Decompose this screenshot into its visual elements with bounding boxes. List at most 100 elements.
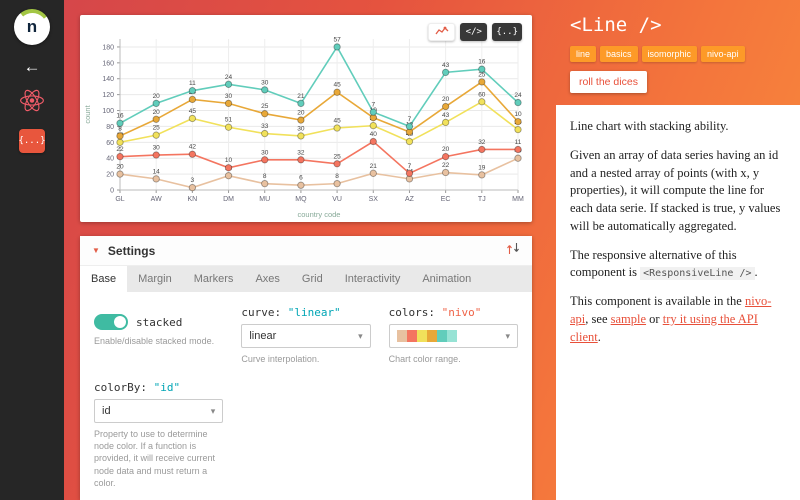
tag-nivo-api[interactable]: nivo-api bbox=[701, 46, 745, 62]
tab-margin[interactable]: Margin bbox=[138, 273, 172, 285]
svg-text:MQ: MQ bbox=[295, 196, 307, 203]
data-view-button[interactable]: {..} bbox=[492, 23, 522, 41]
sidebar: n ← {...} bbox=[0, 0, 64, 500]
stacked-toggle[interactable]: stacked bbox=[94, 314, 223, 330]
control-stacked: stacked Enable/disable stacked mode. bbox=[94, 306, 223, 365]
svg-text:3: 3 bbox=[191, 177, 195, 184]
svg-text:45: 45 bbox=[333, 118, 341, 125]
svg-text:20: 20 bbox=[442, 96, 450, 103]
svg-text:MM: MM bbox=[512, 196, 524, 203]
tab-animation[interactable]: Animation bbox=[422, 273, 472, 285]
svg-text:DM: DM bbox=[223, 196, 234, 203]
svg-text:140: 140 bbox=[102, 76, 114, 83]
svg-text:AZ: AZ bbox=[405, 196, 415, 203]
tab-base[interactable]: Base bbox=[80, 266, 128, 292]
svg-text:6: 6 bbox=[299, 175, 303, 182]
toggle-switch-icon[interactable] bbox=[94, 314, 128, 330]
back-icon[interactable]: ← bbox=[23, 57, 41, 76]
svg-text:TJ: TJ bbox=[478, 196, 486, 203]
svg-text:22: 22 bbox=[116, 146, 124, 153]
svg-text:51: 51 bbox=[225, 117, 233, 124]
svg-text:16: 16 bbox=[478, 59, 486, 66]
svg-text:40: 40 bbox=[106, 156, 114, 163]
tag-isomorphic[interactable]: isomorphic bbox=[641, 46, 698, 62]
nivo-color-swatch bbox=[396, 330, 457, 342]
control-colorby: colorBy: "id" id ▾ Property to use to de… bbox=[94, 381, 224, 489]
chart-view-button[interactable] bbox=[428, 23, 456, 41]
tag-list: line basics isomorphic nivo-api bbox=[570, 46, 786, 62]
svg-text:22: 22 bbox=[442, 162, 450, 169]
svg-text:60: 60 bbox=[106, 140, 114, 147]
tab-grid[interactable]: Grid bbox=[301, 273, 323, 285]
svg-text:country code: country code bbox=[298, 210, 341, 219]
chart-card: </> {..} 0 20 40 60 80 100 120 140 160 180 GL AW KN D… bbox=[80, 15, 532, 222]
svg-text:EC: EC bbox=[441, 196, 451, 203]
svg-text:43: 43 bbox=[442, 112, 450, 119]
svg-text:180: 180 bbox=[102, 44, 114, 51]
svg-text:30: 30 bbox=[261, 79, 269, 86]
doc-paragraph-4: This component is available in the nivo-… bbox=[570, 294, 772, 344]
nivo-api-link[interactable]: nivo-api bbox=[570, 294, 772, 326]
diff-icon[interactable] bbox=[506, 242, 520, 260]
chevron-down-icon: ▾ bbox=[210, 405, 216, 416]
svg-text:8: 8 bbox=[118, 125, 122, 132]
svg-text:24: 24 bbox=[225, 74, 233, 81]
svg-text:20: 20 bbox=[442, 146, 450, 153]
stacked-label: stacked bbox=[136, 315, 183, 329]
svg-text:8: 8 bbox=[263, 173, 267, 180]
svg-text:30: 30 bbox=[297, 125, 305, 132]
tag-basics[interactable]: basics bbox=[600, 46, 638, 62]
svg-text:19: 19 bbox=[478, 164, 486, 171]
tag-line[interactable]: line bbox=[570, 46, 597, 62]
svg-text:7: 7 bbox=[371, 102, 375, 109]
nivo-logo[interactable]: n bbox=[14, 9, 50, 45]
svg-text:SX: SX bbox=[369, 196, 379, 203]
svg-text:11: 11 bbox=[515, 139, 522, 146]
control-colors: colors: "nivo" ▾ Chart color range. bbox=[388, 306, 518, 365]
doc-paragraph-2: Given an array of data series having an … bbox=[570, 147, 781, 233]
settings-tabs: Base Margin Markers Axes Grid Interactiv… bbox=[80, 266, 532, 292]
svg-text:30: 30 bbox=[153, 145, 161, 152]
settings-header[interactable]: ▼ Settings bbox=[80, 236, 532, 266]
svg-text:60: 60 bbox=[478, 91, 486, 98]
svg-text:32: 32 bbox=[478, 139, 486, 146]
svg-text:11: 11 bbox=[189, 80, 196, 87]
colorby-select[interactable]: id ▾ bbox=[94, 399, 224, 424]
react-icon[interactable] bbox=[18, 88, 46, 116]
svg-text:10: 10 bbox=[514, 111, 522, 118]
curve-help: Curve interpolation. bbox=[241, 354, 320, 364]
svg-text:8: 8 bbox=[335, 173, 339, 180]
svg-text:21: 21 bbox=[297, 93, 305, 100]
svg-text:45: 45 bbox=[333, 82, 341, 89]
code-view-button[interactable]: </> bbox=[460, 23, 488, 41]
colors-select[interactable]: ▾ bbox=[388, 324, 518, 348]
data-json-icon[interactable]: {...} bbox=[18, 129, 46, 153]
doc-header: <Line /> line basics isomorphic nivo-api… bbox=[556, 0, 800, 105]
svg-text:30: 30 bbox=[261, 149, 269, 156]
doc-paragraph-1: Line chart with stacking ability. bbox=[570, 119, 729, 133]
svg-text:30: 30 bbox=[225, 93, 233, 100]
colorby-help: Property to use to determine node color.… bbox=[94, 429, 216, 488]
roll-the-dices-button[interactable]: roll the dices bbox=[570, 71, 647, 93]
control-curve: curve: "linear" linear ▾ Curve interpola… bbox=[241, 306, 371, 365]
api-client-link[interactable]: try it using the API client bbox=[570, 311, 758, 344]
curve-select[interactable]: linear ▾ bbox=[241, 324, 371, 348]
svg-text:14: 14 bbox=[153, 168, 161, 175]
svg-text:VU: VU bbox=[332, 196, 342, 203]
tab-interactivity[interactable]: Interactivity bbox=[344, 273, 401, 285]
chart-view-switcher: </> {..} bbox=[428, 23, 522, 41]
svg-text:20: 20 bbox=[297, 110, 305, 117]
responsive-line-code: <ResponsiveLine /> bbox=[640, 267, 755, 281]
doc-body: Line chart with stacking ability. Given … bbox=[556, 105, 800, 500]
svg-text:24: 24 bbox=[514, 92, 522, 99]
nivo-logo-letter: n bbox=[17, 12, 47, 42]
tab-markers[interactable]: Markers bbox=[193, 273, 234, 285]
tab-axes[interactable]: Axes bbox=[255, 273, 280, 285]
doc-panel: <Line /> line basics isomorphic nivo-api… bbox=[556, 0, 800, 500]
collapse-icon[interactable]: ▼ bbox=[92, 246, 100, 255]
sample-link[interactable]: sample bbox=[610, 311, 647, 326]
svg-text:7: 7 bbox=[408, 163, 412, 170]
svg-text:43: 43 bbox=[442, 62, 450, 69]
svg-text:25: 25 bbox=[153, 125, 161, 132]
